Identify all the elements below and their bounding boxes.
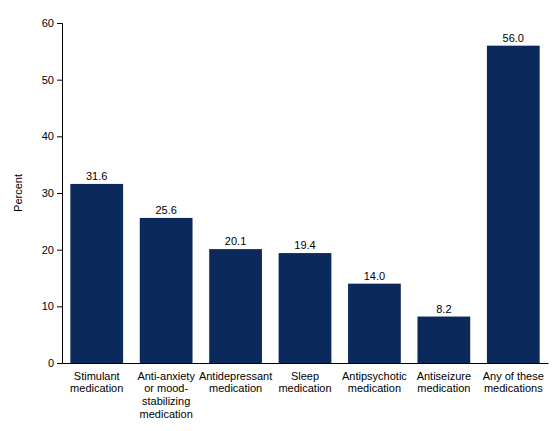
x-tick-label-line: medication bbox=[278, 382, 331, 394]
y-tick-mark bbox=[57, 23, 62, 24]
bars bbox=[70, 46, 539, 363]
x-tick-label: Antipsychoticmedication bbox=[342, 370, 407, 395]
y-tick: 10 bbox=[42, 300, 62, 312]
x-tick: Antidepressantmedication bbox=[199, 363, 272, 394]
data-label: 31.6 bbox=[86, 170, 107, 182]
y-axis-line bbox=[57, 24, 63, 364]
data-label: 8.2 bbox=[436, 303, 451, 315]
bar bbox=[417, 317, 470, 363]
data-label: 14.0 bbox=[364, 270, 385, 282]
data-labels: 31.6 25.6 20.1 19.4 14.0 8.2 56.0 bbox=[86, 32, 524, 315]
y-tick: 30 bbox=[42, 187, 62, 199]
x-tick-label-line: medication bbox=[348, 382, 401, 394]
x-tick: Stimulantmedication bbox=[70, 363, 123, 394]
data-label: 19.4 bbox=[294, 239, 315, 251]
x-tick: Antiseizuremedication bbox=[417, 363, 471, 394]
y-tick-mark bbox=[57, 250, 62, 251]
y-tick-label: 20 bbox=[42, 244, 54, 256]
y-tick: 40 bbox=[42, 130, 62, 142]
y-tick-mark bbox=[57, 363, 62, 364]
x-tick-label-line: stabilizing bbox=[142, 395, 190, 407]
x-tick-label-line: Antipsychotic bbox=[342, 370, 407, 382]
x-axis: StimulantmedicationAnti-anxietyor mood-s… bbox=[63, 363, 549, 420]
y-tick: 0 bbox=[48, 357, 62, 369]
y-tick-label: 40 bbox=[42, 130, 54, 142]
x-tick: Any of thesemedications bbox=[483, 363, 544, 394]
chart: 31.6 25.6 20.1 19.4 14.0 8.2 56.0 0 10 20 30 40 50 60… bbox=[0, 0, 560, 431]
x-tick-label-line: Antidepressant bbox=[199, 370, 272, 382]
y-tick-label: 30 bbox=[42, 187, 54, 199]
bar bbox=[487, 46, 540, 363]
x-tick-label-line: Any of these bbox=[483, 370, 544, 382]
x-tick-label: Any of thesemedications bbox=[483, 370, 544, 395]
data-label: 20.1 bbox=[225, 235, 246, 247]
x-tick-label: Sleepmedication bbox=[278, 370, 331, 395]
x-tick-label-line: Antiseizure bbox=[417, 370, 471, 382]
x-tick: Antipsychoticmedication bbox=[342, 363, 407, 394]
x-tick-label-line: Stimulant bbox=[74, 370, 120, 382]
x-tick-label: Anti-anxietyor mood-stabilizingmedicatio… bbox=[137, 370, 195, 420]
y-tick-mark bbox=[57, 306, 62, 307]
x-axis-line bbox=[63, 363, 549, 364]
x-tick-label-line: medications bbox=[484, 382, 543, 394]
x-tick-label: Antiseizuremedication bbox=[417, 370, 471, 395]
x-tick: Sleepmedication bbox=[278, 363, 331, 394]
x-tick-label: Stimulantmedication bbox=[70, 370, 123, 395]
y-tick-mark bbox=[57, 136, 62, 137]
x-tick-label: Antidepressantmedication bbox=[199, 370, 272, 395]
x-tick-label-line: medication bbox=[417, 382, 470, 394]
y-tick-label: 10 bbox=[42, 300, 54, 312]
bar bbox=[279, 253, 332, 363]
y-axis-title: Percent bbox=[12, 174, 24, 212]
y-tick-label: 0 bbox=[48, 357, 54, 369]
y-tick: 20 bbox=[42, 244, 62, 256]
y-axis: 0 10 20 30 40 50 60 bbox=[42, 17, 63, 369]
bar bbox=[140, 218, 193, 363]
y-tick: 60 bbox=[42, 17, 62, 29]
bar bbox=[348, 284, 401, 363]
x-tick: Anti-anxietyor mood-stabilizingmedicatio… bbox=[137, 363, 195, 420]
y-tick-mark bbox=[57, 80, 62, 81]
bar bbox=[70, 184, 123, 363]
x-tick-label-line: medication bbox=[140, 408, 193, 420]
y-tick-mark bbox=[57, 193, 62, 194]
x-tick-label-line: or mood- bbox=[144, 382, 188, 394]
x-tick-label-line: medication bbox=[209, 382, 262, 394]
data-label: 56.0 bbox=[503, 32, 524, 44]
data-label: 25.6 bbox=[155, 204, 176, 216]
y-tick-label: 50 bbox=[42, 74, 54, 86]
y-tick-label: 60 bbox=[42, 17, 54, 29]
x-tick-label-line: Anti-anxiety bbox=[137, 370, 195, 382]
bar bbox=[209, 249, 262, 363]
x-tick-label-line: medication bbox=[70, 382, 123, 394]
x-tick-label-line: Sleep bbox=[291, 370, 319, 382]
y-tick: 50 bbox=[42, 74, 62, 86]
